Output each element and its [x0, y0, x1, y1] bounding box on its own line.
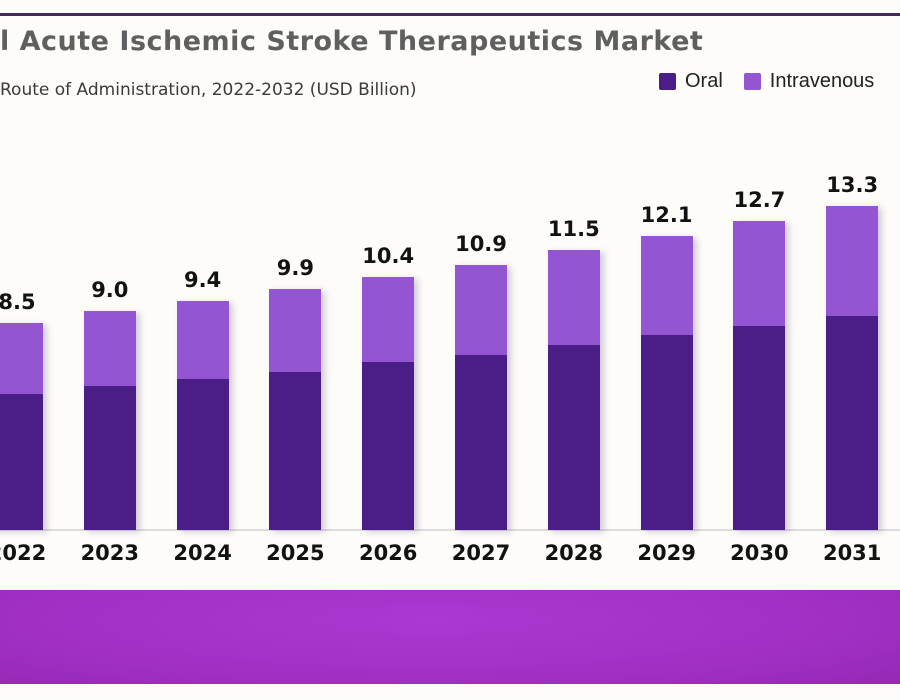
segment-oral-2031 [826, 316, 879, 530]
value-label-2028: 11.5 [547, 217, 600, 241]
legend-label-intravenous: Intravenous [769, 70, 875, 92]
segment-intravenous-2024 [176, 301, 229, 379]
segment-intravenous-2022 [0, 323, 43, 394]
value-label-2023: 9.0 [91, 278, 129, 302]
segment-intravenous-2028 [547, 250, 600, 345]
year-label-2023: 2023 [80, 541, 140, 565]
segment-oral-2028 [547, 345, 600, 530]
segment-intravenous-2030 [733, 221, 786, 326]
segment-oral-2027 [455, 355, 507, 530]
bar-2029 [640, 236, 693, 530]
year-label-2028: 2028 [544, 541, 604, 565]
value-label-2027: 10.9 [455, 232, 507, 256]
bar-2022 [0, 323, 43, 530]
segment-intravenous-2029 [640, 236, 693, 335]
year-label-2025: 2025 [266, 541, 325, 565]
value-label-2022: 8.5 [0, 290, 36, 314]
bar-2024 [176, 301, 229, 530]
segment-oral-2029 [640, 335, 693, 530]
segment-oral-2030 [733, 326, 786, 530]
year-label-2027: 2027 [451, 541, 511, 565]
segment-intravenous-2026 [362, 277, 415, 362]
bar-2026 [362, 277, 415, 530]
bottom-banner: et will Grow GR of 4.6% The Forecasted M… [0, 590, 900, 684]
year-label-2026: 2026 [358, 541, 418, 565]
page-title: l Acute Ischemic Stroke Therapeutics Mar… [0, 26, 704, 57]
segment-intravenous-2031 [826, 206, 879, 316]
segment-intravenous-2023 [83, 311, 136, 386]
year-label-2031: 2031 [822, 541, 882, 565]
legend-swatch-intravenous [743, 73, 761, 90]
bar-2030 [733, 221, 786, 530]
segment-oral-2025 [269, 372, 322, 530]
legend-label-oral: Oral [685, 70, 723, 92]
segment-oral-2023 [83, 386, 136, 530]
value-label-2025: 9.9 [276, 256, 314, 280]
segment-oral-2024 [176, 379, 229, 530]
legend-item-intravenous: Intravenous [743, 70, 875, 93]
bar-2025 [269, 289, 322, 530]
top-divider [0, 13, 900, 16]
segment-intravenous-2025 [269, 289, 322, 372]
segment-intravenous-2027 [455, 265, 507, 355]
bar-2028 [547, 250, 600, 530]
stacked-bar-chart: 8.5 2022 9.0 2023 9.4 2024 9.9 2025 10.4 2026 10.9… [0, 173, 900, 565]
bar-2031 [826, 206, 879, 530]
year-label-2022: 2022 [0, 541, 47, 565]
value-label-2031: 13.3 [826, 173, 879, 197]
legend-item-oral: Oral [659, 70, 723, 93]
segment-oral-2022 [0, 394, 43, 530]
x-axis-line [0, 529, 900, 531]
chart-subtitle: Route of Administration, 2022-2032 (USD … [0, 80, 417, 100]
year-label-2024: 2024 [173, 541, 232, 565]
value-label-2024: 9.4 [183, 268, 222, 292]
value-label-2029: 12.1 [640, 203, 693, 227]
bar-2027 [455, 265, 507, 530]
chart-legend: Oral Intravenous [659, 70, 874, 93]
year-label-2030: 2030 [730, 541, 789, 565]
value-label-2030: 12.7 [733, 188, 786, 212]
legend-swatch-oral [659, 73, 676, 90]
value-label-2026: 10.4 [362, 244, 415, 268]
segment-oral-2026 [362, 362, 415, 530]
year-label-2029: 2029 [637, 541, 696, 565]
bar-2023 [83, 311, 136, 530]
